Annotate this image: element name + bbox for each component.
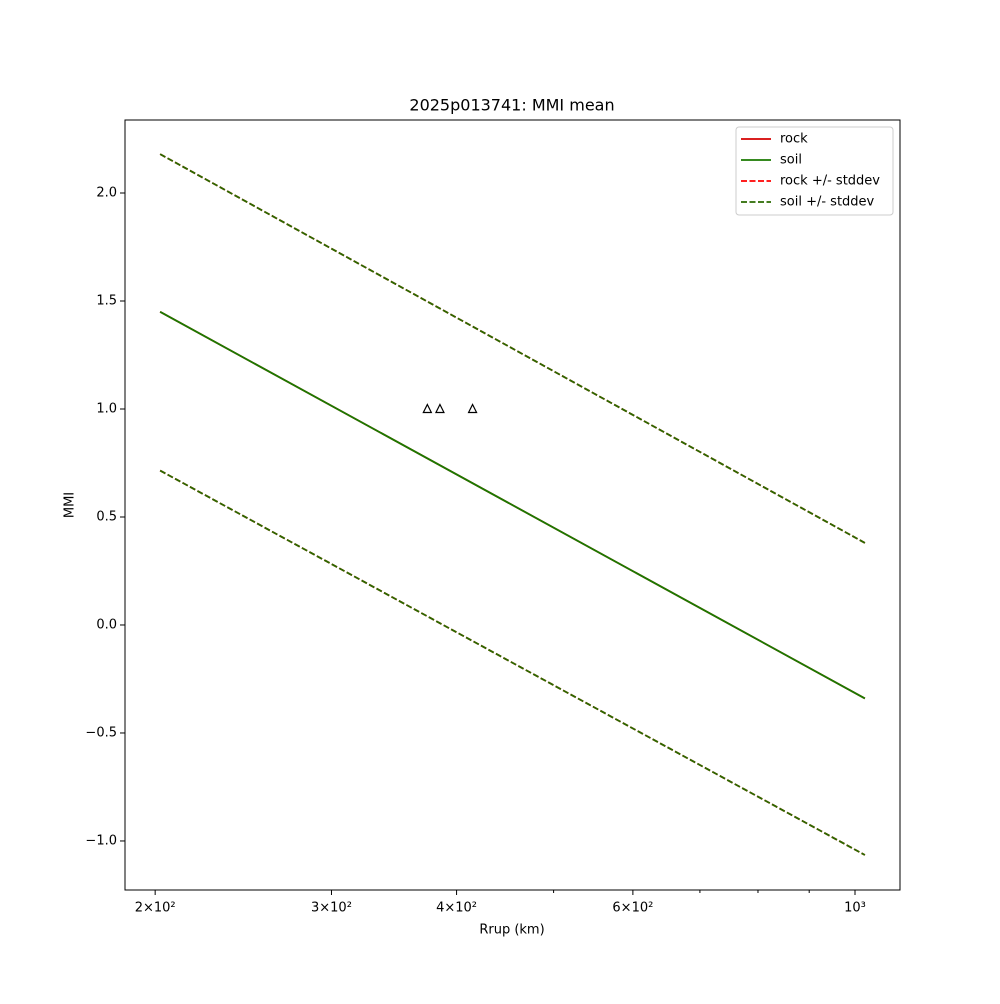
- stddev-upper-line: [159, 153, 866, 544]
- y-tick-label: 2.0: [96, 186, 117, 201]
- chart-title: 2025p013741: MMI mean: [409, 96, 614, 115]
- y-tick-label: 1.5: [96, 293, 117, 308]
- stddev-lower-line: [159, 469, 866, 856]
- x-tick-label: 10³: [844, 901, 866, 916]
- legend-label: rock +/- stddev: [780, 174, 880, 189]
- x-tick-label: 2×10²: [135, 901, 176, 916]
- y-tick-label: 1.0: [96, 401, 117, 416]
- station-marker: [422, 403, 433, 414]
- legend-label: rock: [780, 132, 808, 147]
- y-tick-label: 0.0: [96, 617, 117, 632]
- mean-line: [159, 311, 866, 700]
- x-axis-label: Rrup (km): [479, 923, 544, 938]
- station-marker: [467, 403, 478, 414]
- y-tick-label: −1.0: [85, 833, 117, 848]
- legend-box: [735, 126, 894, 216]
- x-tick-label: 3×10²: [311, 901, 352, 916]
- y-tick-label: 0.5: [96, 509, 117, 524]
- y-axis-label: MMI: [63, 492, 78, 518]
- plot-frame: [124, 119, 901, 891]
- station-marker: [434, 403, 445, 414]
- legend-label: soil +/- stddev: [780, 195, 875, 210]
- x-tick-label: 6×10²: [612, 901, 653, 916]
- y-tick-label: −0.5: [85, 725, 117, 740]
- x-tick-label: 4×10²: [436, 901, 477, 916]
- legend: rock soil rock +/- stddev soil +/- stddev: [735, 126, 894, 216]
- legend-label: soil: [780, 153, 802, 168]
